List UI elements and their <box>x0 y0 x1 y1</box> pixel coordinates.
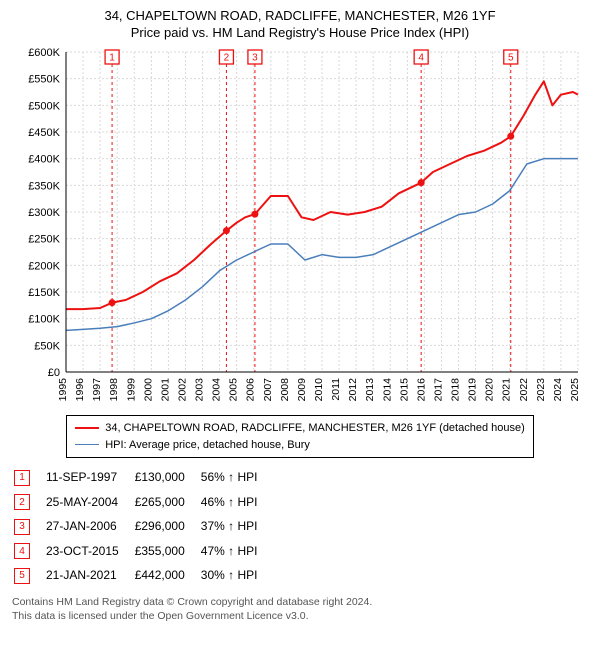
svg-text:£150K: £150K <box>28 287 60 299</box>
svg-text:2018: 2018 <box>450 378 462 402</box>
svg-text:1: 1 <box>109 53 115 64</box>
svg-text:1996: 1996 <box>74 378 86 402</box>
event-marker-icon: 1 <box>14 470 30 486</box>
legend-swatch <box>75 427 99 429</box>
svg-text:£400K: £400K <box>28 154 60 166</box>
table-row: 3 27-JAN-2006£296,00037% ↑ HPI <box>14 515 271 538</box>
tx-price: £355,000 <box>135 540 199 563</box>
svg-text:£200K: £200K <box>28 260 60 272</box>
legend-item-hpi: HPI: Average price, detached house, Bury <box>75 437 525 454</box>
svg-text:5: 5 <box>508 53 514 64</box>
title-line1: 34, CHAPELTOWN ROAD, RADCLIFFE, MANCHEST… <box>12 8 588 23</box>
tx-delta: 30% ↑ HPI <box>201 564 272 587</box>
svg-text:2016: 2016 <box>415 378 427 402</box>
svg-text:2017: 2017 <box>432 378 444 402</box>
svg-text:2011: 2011 <box>330 378 342 401</box>
svg-text:2015: 2015 <box>398 378 410 402</box>
transactions-table: 1 11-SEP-1997£130,00056% ↑ HPI 2 25-MAY-200… <box>12 464 273 589</box>
svg-text:2022: 2022 <box>518 378 530 402</box>
svg-text:1995: 1995 <box>57 378 69 402</box>
chart-title: 34, CHAPELTOWN ROAD, RADCLIFFE, MANCHEST… <box>12 8 588 40</box>
svg-text:2005: 2005 <box>228 378 240 402</box>
svg-text:3: 3 <box>252 53 258 64</box>
svg-text:2013: 2013 <box>364 378 376 402</box>
svg-text:2025: 2025 <box>569 378 581 402</box>
svg-text:1998: 1998 <box>108 378 120 402</box>
tx-delta: 47% ↑ HPI <box>201 540 272 563</box>
legend-label: 34, CHAPELTOWN ROAD, RADCLIFFE, MANCHEST… <box>105 420 525 437</box>
tx-price: £265,000 <box>135 491 199 514</box>
svg-text:£300K: £300K <box>28 207 60 219</box>
svg-text:2021: 2021 <box>501 378 513 402</box>
svg-text:£450K: £450K <box>28 127 60 139</box>
svg-text:2012: 2012 <box>347 378 359 402</box>
legend: 34, CHAPELTOWN ROAD, RADCLIFFE, MANCHEST… <box>66 415 534 458</box>
svg-text:£350K: £350K <box>28 180 60 192</box>
svg-text:£550K: £550K <box>28 74 60 86</box>
footer-line2: This data is licensed under the Open Gov… <box>12 609 588 623</box>
tx-date: 21-JAN-2021 <box>46 564 133 587</box>
tx-date: 11-SEP-1997 <box>46 466 133 489</box>
table-row: 4 23-OCT-2015£355,00047% ↑ HPI <box>14 540 271 563</box>
table-row: 2 25-MAY-2004£265,00046% ↑ HPI <box>14 491 271 514</box>
svg-text:1999: 1999 <box>125 378 137 402</box>
svg-text:2008: 2008 <box>279 378 291 402</box>
legend-item-property: 34, CHAPELTOWN ROAD, RADCLIFFE, MANCHEST… <box>75 420 525 437</box>
chart: £0 £50K £100K £150K £200K £250K £300K £350K £400… <box>12 44 588 409</box>
title-line2: Price paid vs. HM Land Registry's House … <box>12 25 588 40</box>
event-marker-icon: 4 <box>14 543 30 559</box>
svg-text:2002: 2002 <box>176 378 188 402</box>
tx-delta: 56% ↑ HPI <box>201 466 272 489</box>
tx-delta: 46% ↑ HPI <box>201 491 272 514</box>
tx-date: 23-OCT-2015 <box>46 540 133 563</box>
svg-text:2023: 2023 <box>535 378 547 402</box>
svg-text:2020: 2020 <box>484 378 496 402</box>
event-marker-icon: 5 <box>14 568 30 584</box>
svg-text:4: 4 <box>418 53 424 64</box>
svg-text:2006: 2006 <box>245 378 257 402</box>
table-row: 1 11-SEP-1997£130,00056% ↑ HPI <box>14 466 271 489</box>
svg-text:2024: 2024 <box>552 378 564 402</box>
svg-text:2004: 2004 <box>211 378 223 402</box>
svg-text:£100K: £100K <box>28 314 60 326</box>
svg-text:2001: 2001 <box>159 378 171 402</box>
svg-text:£500K: £500K <box>28 100 60 112</box>
table-row: 5 21-JAN-2021£442,00030% ↑ HPI <box>14 564 271 587</box>
svg-text:£250K: £250K <box>28 234 60 246</box>
svg-text:2: 2 <box>224 53 230 64</box>
tx-price: £296,000 <box>135 515 199 538</box>
tx-date: 27-JAN-2006 <box>46 515 133 538</box>
legend-label: HPI: Average price, detached house, Bury <box>105 437 310 454</box>
tx-delta: 37% ↑ HPI <box>201 515 272 538</box>
tx-price: £130,000 <box>135 466 199 489</box>
chart-svg: £0 £50K £100K £150K £200K £250K £300K £350K £400… <box>12 44 588 404</box>
svg-text:2003: 2003 <box>194 378 206 402</box>
svg-text:2019: 2019 <box>467 378 479 402</box>
svg-text:2014: 2014 <box>381 378 393 402</box>
legend-swatch <box>75 444 99 445</box>
svg-text:£600K: £600K <box>28 47 60 59</box>
tx-price: £442,000 <box>135 564 199 587</box>
footer-line1: Contains HM Land Registry data © Crown c… <box>12 595 588 609</box>
svg-text:1997: 1997 <box>91 378 103 402</box>
footer: Contains HM Land Registry data © Crown c… <box>12 595 588 623</box>
svg-text:£50K: £50K <box>34 340 60 352</box>
svg-text:2000: 2000 <box>142 378 154 402</box>
svg-text:£0: £0 <box>48 367 60 379</box>
svg-text:2009: 2009 <box>296 378 308 402</box>
svg-text:2007: 2007 <box>262 378 274 402</box>
event-marker-icon: 3 <box>14 519 30 535</box>
tx-date: 25-MAY-2004 <box>46 491 133 514</box>
event-marker-icon: 2 <box>14 494 30 510</box>
svg-text:2010: 2010 <box>313 378 325 402</box>
